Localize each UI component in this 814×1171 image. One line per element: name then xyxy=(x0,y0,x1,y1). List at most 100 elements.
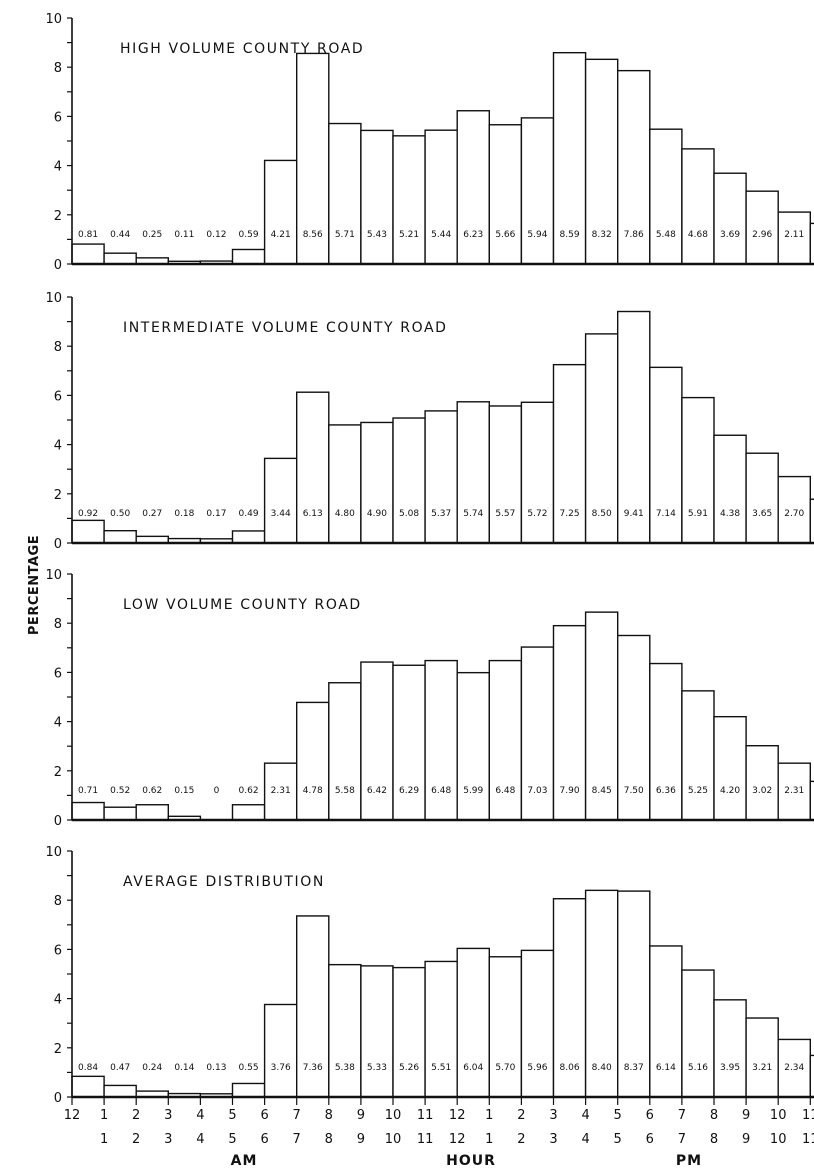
bar xyxy=(488,956,523,1098)
panel-title: INTERMEDIATE VOLUME COUNTY ROAD xyxy=(123,320,448,336)
x-tick-label-start: 2 xyxy=(517,1108,525,1123)
value-label: 2.96 xyxy=(752,230,772,240)
value-label-backdrop xyxy=(748,785,777,796)
value-label-backdrop xyxy=(395,1062,424,1073)
bar xyxy=(745,452,779,544)
value-label-backdrop xyxy=(459,1062,488,1073)
x-tick-label-end: 1 xyxy=(100,1132,108,1147)
panel-title: AVERAGE DISTRIBUTION xyxy=(123,874,325,890)
value-label: 8.50 xyxy=(592,509,612,519)
value-label: 5.94 xyxy=(527,230,547,240)
bar xyxy=(713,999,747,1098)
value-label: 0.18 xyxy=(174,509,194,519)
y-tick-label: 4 xyxy=(54,439,62,454)
y-tick-label: 2 xyxy=(54,488,62,503)
value-label-backdrop xyxy=(555,1062,584,1073)
value-label-backdrop xyxy=(234,1062,263,1073)
value-label-backdrop xyxy=(202,508,231,519)
value-label-backdrop xyxy=(330,785,359,796)
value-label: 0.15 xyxy=(174,786,194,796)
value-label: 5.38 xyxy=(335,1063,355,1073)
bar xyxy=(392,135,426,265)
x-tick-label-start: 10 xyxy=(770,1108,787,1123)
value-label-backdrop xyxy=(170,785,199,796)
value-label-backdrop xyxy=(395,508,424,519)
x-tick-label-start: 11 xyxy=(802,1108,814,1123)
bar xyxy=(360,421,394,544)
bar xyxy=(263,457,298,544)
bar xyxy=(296,701,330,821)
value-label-backdrop xyxy=(330,1062,359,1073)
value-label-backdrop xyxy=(523,785,552,796)
value-label: 0.12 xyxy=(206,230,226,240)
value-label: 3.69 xyxy=(720,230,740,240)
value-label: 5.72 xyxy=(527,509,547,519)
value-label: 2.31 xyxy=(271,786,291,796)
value-label-backdrop xyxy=(106,785,135,796)
bar xyxy=(649,128,683,265)
bar xyxy=(809,498,814,544)
value-label: 8.06 xyxy=(560,1063,580,1073)
bar xyxy=(456,671,491,821)
value-label: 4.90 xyxy=(367,509,387,519)
bar xyxy=(231,248,266,265)
bar xyxy=(328,122,362,265)
value-label: 0.11 xyxy=(174,230,194,240)
value-label-backdrop xyxy=(427,229,456,240)
value-label-backdrop xyxy=(362,229,391,240)
value-label: 8.45 xyxy=(592,786,612,796)
value-label: 5.57 xyxy=(495,509,515,519)
bar xyxy=(71,801,105,821)
bar xyxy=(456,401,491,544)
value-label-backdrop xyxy=(619,229,648,240)
bar xyxy=(263,159,298,265)
bar xyxy=(296,52,330,265)
x-tick-label-start: 8 xyxy=(710,1108,718,1123)
y-tick-label: 2 xyxy=(54,209,62,224)
bar xyxy=(71,519,105,544)
value-label-backdrop xyxy=(587,508,616,519)
value-label: 0.81 xyxy=(78,230,98,240)
bar xyxy=(392,664,426,821)
y-tick-label: 10 xyxy=(45,291,62,306)
value-label-backdrop xyxy=(74,229,103,240)
x-tick-label-end: 11 xyxy=(802,1132,814,1147)
value-label-backdrop xyxy=(459,229,488,240)
x-tick-label-end: 7 xyxy=(678,1132,686,1147)
y-tick-label: 6 xyxy=(54,943,62,958)
value-label: 7.90 xyxy=(560,786,580,796)
value-label: 6.48 xyxy=(495,786,515,796)
value-label: 3.95 xyxy=(720,1063,740,1073)
value-label-backdrop xyxy=(234,229,263,240)
bar xyxy=(392,417,426,544)
y-tick-label: 8 xyxy=(54,61,62,76)
value-label-backdrop xyxy=(619,785,648,796)
chart-panel-1: 0.81 0.44 0.25 0.11 0.12 0.59 4.21 8.56 5.71 5.43… xyxy=(45,12,814,273)
value-label: 0.49 xyxy=(239,509,259,519)
value-label-backdrop xyxy=(138,1062,167,1073)
value-label: 5.21 xyxy=(399,230,419,240)
value-label-backdrop xyxy=(523,508,552,519)
chart-panel-2: 0.92 0.50 0.27 0.18 0.17 0.49 3.44 6.13 4.80 4.90… xyxy=(45,291,814,552)
x-tick-label-end: 4 xyxy=(581,1132,589,1147)
value-label: 5.25 xyxy=(688,786,708,796)
value-label-backdrop xyxy=(683,785,712,796)
value-label-backdrop xyxy=(298,1062,327,1073)
value-label: 6.42 xyxy=(367,786,387,796)
bar xyxy=(424,129,458,265)
value-label: 3.21 xyxy=(752,1063,772,1073)
value-label-backdrop xyxy=(202,1062,231,1073)
value-label: 2.34 xyxy=(784,1063,804,1073)
value-label-backdrop xyxy=(170,508,199,519)
value-label: 8.32 xyxy=(592,230,612,240)
bar xyxy=(745,745,779,821)
x-tick-label-end: 5 xyxy=(614,1132,622,1147)
value-label-backdrop xyxy=(74,785,103,796)
value-label: 5.51 xyxy=(431,1063,451,1073)
x-tick-label-end: 7 xyxy=(293,1132,301,1147)
y-tick-label: 0 xyxy=(54,258,62,273)
x-axis-label: HOUR xyxy=(446,1153,496,1169)
bar xyxy=(231,804,266,821)
bar xyxy=(360,129,394,265)
